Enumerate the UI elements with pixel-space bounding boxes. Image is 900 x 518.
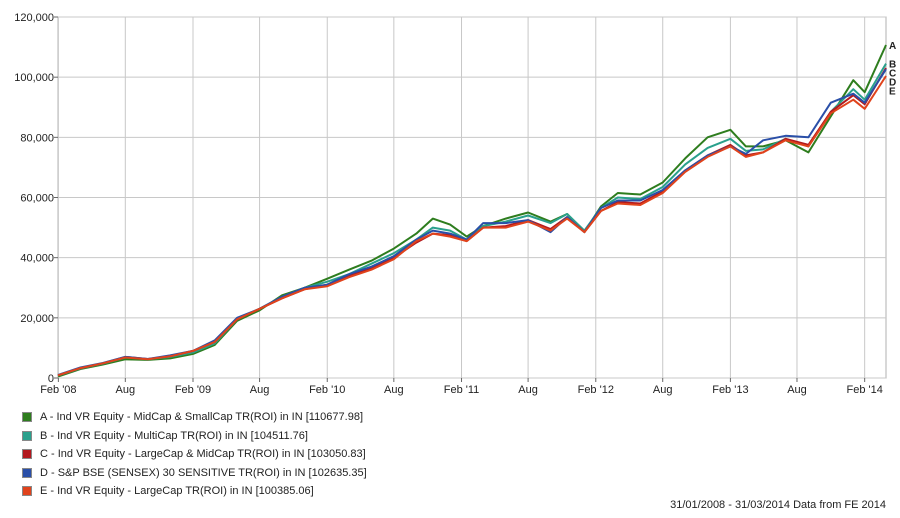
legend-item: A - Ind VR Equity - MidCap & SmallCap TR… [22, 408, 367, 427]
x-tick-label: Feb '13 [712, 384, 748, 396]
x-tick-label: Feb '14 [846, 384, 882, 396]
x-tick-label: Feb '12 [578, 384, 614, 396]
legend-item: E - Ind VR Equity - LargeCap TR(ROI) in … [22, 482, 367, 501]
x-tick-label: Aug [116, 384, 136, 396]
line-chart: 0 20,000 40,000 60,000 80,000 100,000 120,000 F… [14, 12, 896, 396]
legend-swatch [22, 430, 32, 441]
series-lines [57, 44, 887, 378]
x-tick-label: Aug [250, 384, 270, 396]
legend-item: D - S&P BSE (SENSEX) 30 SENSITIVE TR(ROI… [22, 464, 367, 483]
series-end-label: B [889, 60, 896, 71]
x-tick-label: Aug [518, 384, 538, 396]
legend-label: E - Ind VR Equity - LargeCap TR(ROI) in … [40, 485, 314, 498]
series-end-label: C [889, 69, 896, 80]
series-end-label: E [889, 87, 896, 98]
y-tick-label: 0 [48, 373, 54, 385]
legend-label: A - Ind VR Equity - MidCap & SmallCap TR… [40, 411, 364, 424]
legend-swatch [22, 467, 32, 478]
legend-item: B - Ind VR Equity - MultiCap TR(ROI) in … [22, 427, 367, 446]
gridlines [57, 16, 886, 379]
y-tick-label: 40,000 [20, 253, 54, 265]
legend-swatch [22, 486, 32, 497]
legend-swatch [22, 449, 32, 460]
y-tick-label: 60,000 [20, 193, 54, 205]
axes: 0 20,000 40,000 60,000 80,000 100,000 120,000 F… [14, 12, 883, 396]
x-tick-label: Feb '11 [444, 384, 480, 396]
series-end-label: D [889, 78, 896, 89]
y-tick-label: 20,000 [20, 313, 54, 325]
y-tick-label: 80,000 [20, 132, 54, 144]
date-range-note: 31/01/2008 - 31/03/2014 Data from FE 201… [670, 499, 886, 511]
legend-label: C - Ind VR Equity - LargeCap & MidCap TR… [40, 448, 366, 461]
x-tick-label: Feb '10 [309, 384, 345, 396]
legend-label: B - Ind VR Equity - MultiCap TR(ROI) in … [40, 429, 308, 442]
y-tick-label: 100,000 [14, 72, 54, 84]
series-line [57, 75, 887, 377]
x-tick-label: Aug [787, 384, 807, 396]
x-tick-label: Feb '09 [175, 384, 211, 396]
x-tick-label: Aug [653, 384, 673, 396]
legend-label: D - S&P BSE (SENSEX) 30 SENSITIVE TR(ROI… [40, 466, 367, 479]
legend: A - Ind VR Equity - MidCap & SmallCap TR… [22, 408, 367, 501]
x-tick-label: Feb '08 [40, 384, 76, 396]
legend-item: C - Ind VR Equity - LargeCap & MidCap TR… [22, 445, 367, 464]
y-tick-label: 120,000 [14, 12, 54, 24]
series-end-label: A [889, 41, 896, 52]
legend-swatch [22, 412, 32, 423]
x-tick-label: Aug [384, 384, 404, 396]
